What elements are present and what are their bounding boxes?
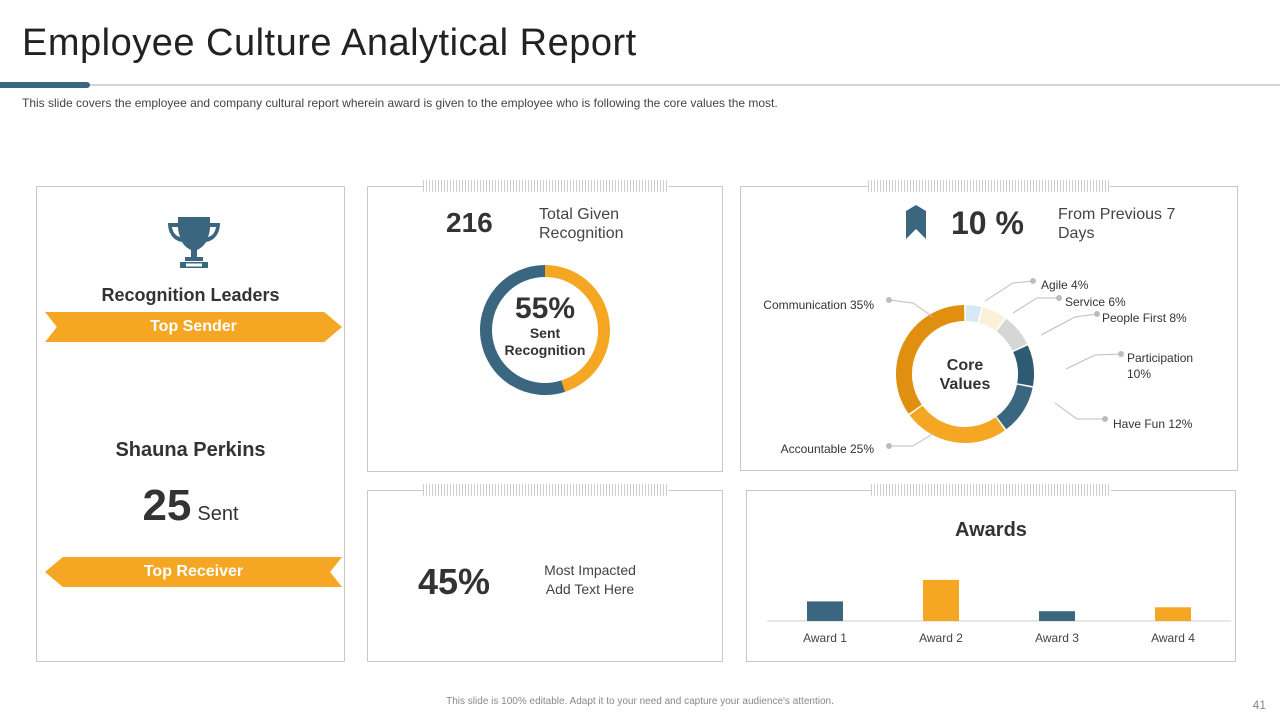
leader-dot-accountable — [886, 443, 892, 449]
data-label-participation: Participation 10% — [1127, 351, 1193, 381]
page-number: 41 — [1252, 698, 1266, 712]
most-impacted-label-line2: Add Text Here — [545, 581, 635, 597]
leader-line-people-first — [1040, 313, 1098, 336]
sent-count: 25 — [142, 481, 192, 530]
bar-award-4 — [1155, 607, 1191, 621]
bookmark-icon — [906, 205, 926, 239]
sent-label: Sent — [197, 503, 239, 525]
sent-count-row: 25 Sent — [37, 481, 344, 531]
panel-hatch-decoration — [423, 484, 668, 496]
leader-line-accountable — [889, 432, 935, 447]
leader-line-participation — [1065, 353, 1122, 370]
trophy-icon — [168, 217, 220, 268]
sent-recognition-center: 55% Sent Recognition — [485, 293, 605, 359]
core-values-change-label: From Previous 7 Days — [1058, 206, 1176, 242]
core-values-donut: Agile 4% Service 6% People First 8% Partici… — [763, 278, 1193, 456]
most-impacted-panel: 45% Most Impacted Add Text Here — [367, 484, 723, 662]
most-impacted-percent: 45% — [418, 561, 491, 602]
core-values-change: 10 % — [951, 205, 1024, 241]
data-label-people-first: People First 8% — [1102, 311, 1187, 325]
recognition-leaders-title: Recognition Leaders — [101, 285, 280, 305]
donut-segment-participation — [1013, 345, 1034, 387]
awards-panel: Awards Award 1 Award 2 Award 3 Award 4 — [746, 484, 1236, 662]
recognition-leaders-panel: Recognition Leaders Top Sender Shauna Pe… — [36, 186, 345, 662]
leader-dot-people-first — [1094, 311, 1100, 317]
panel-hatch-decoration — [423, 180, 668, 192]
core-values-center-label: Core Values — [939, 357, 991, 393]
tick-label-award-3: Award 3 — [1035, 631, 1079, 645]
most-impacted-label: Most Impacted Add Text Here — [528, 561, 652, 599]
data-label-have-fun: Have Fun 12% — [1113, 417, 1193, 431]
most-impacted-label-line1: Most Impacted — [544, 562, 636, 578]
sent-recognition-label: Sent Recognition — [504, 325, 586, 358]
leader-dot-have-fun — [1102, 416, 1108, 422]
tick-label-award-1: Award 1 — [803, 631, 847, 645]
core-values-panel: 10 % From Previous 7 Days Agile 4% Servic… — [740, 180, 1238, 471]
donut-segment-other — [544, 265, 610, 392]
bar-award-3 — [1039, 611, 1075, 621]
leader-line-communication — [888, 299, 934, 318]
donut-segment-people-first — [996, 318, 1028, 352]
leader-dot-participation — [1118, 351, 1124, 357]
bar-award-2 — [923, 579, 959, 621]
top-receiver-ribbon: Top Receiver — [45, 557, 342, 587]
tick-label-award-2: Award 2 — [919, 631, 963, 645]
leader-dot-agile — [1030, 278, 1036, 284]
donut-segment-communication — [896, 305, 965, 414]
donut-segment-have-fun — [996, 384, 1033, 430]
footer-note: This slide is 100% editable. Adapt it to… — [446, 696, 834, 707]
leader-dot-communication — [886, 297, 892, 303]
data-label-agile: Agile 4% — [1041, 278, 1089, 292]
data-label-accountable: Accountable 25% — [781, 442, 875, 456]
total-recognition-label: Total Given Recognition — [539, 206, 624, 242]
bar-award-1 — [807, 601, 843, 621]
leader-line-agile — [984, 280, 1034, 302]
leader-line-service — [1012, 297, 1059, 314]
tick-label-award-4: Award 4 — [1151, 631, 1195, 645]
recognition-panel: 216 Total Given Recognition 55% Sent Rec… — [367, 180, 723, 472]
awards-bar-chart: Award 1 Award 2 Award 3 Award 4 — [767, 579, 1231, 645]
donut-segment-accountable — [909, 405, 1005, 443]
panel-hatch-decoration — [871, 484, 1111, 496]
leader-line-have-fun — [1054, 402, 1105, 420]
sent-recognition-donut — [480, 265, 610, 395]
leader-name: Shauna Perkins — [115, 439, 266, 461]
data-label-communication: Communication 35% — [763, 298, 874, 312]
top-sender-ribbon: Top Sender — [45, 312, 342, 342]
awards-title: Awards — [955, 519, 1027, 541]
title-accent-bar — [0, 82, 90, 88]
donut-segment-service — [978, 307, 1005, 331]
sent-recognition-percent: 55% — [514, 292, 576, 325]
donut-segment-sent-recognition — [480, 265, 566, 395]
panel-hatch-decoration — [868, 180, 1110, 192]
donut-segment-agile — [965, 305, 982, 323]
page-subtitle: This slide covers the employee and compa… — [22, 96, 778, 110]
leader-dot-service — [1056, 295, 1062, 301]
page-title: Employee Culture Analytical Report — [22, 22, 637, 64]
data-label-service: Service 6% — [1065, 295, 1126, 309]
total-recognition-count: 216 — [446, 207, 493, 238]
title-divider — [0, 84, 1280, 86]
